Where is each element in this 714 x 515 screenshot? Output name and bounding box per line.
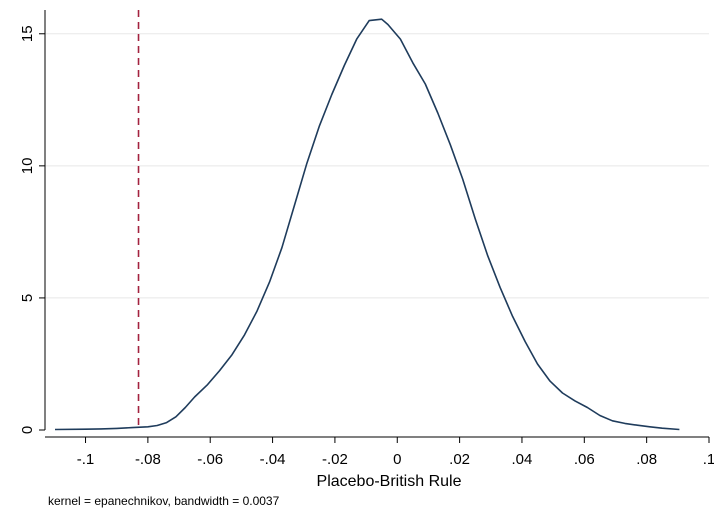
x-axis-title: Placebo-British Rule (317, 473, 462, 490)
x-tick-label: -.06 (197, 451, 223, 468)
y-axis-ticks: 0 5 10 15 (19, 25, 45, 434)
y-tick-label: 15 (19, 25, 36, 42)
kernel-note: kernel = epanechnikov, bandwidth = 0.003… (48, 494, 280, 508)
y-tick-label: 10 (19, 158, 36, 175)
x-tick-label: .04 (512, 451, 533, 468)
y-tick-label: 5 (19, 294, 36, 302)
x-tick-label: .08 (636, 451, 657, 468)
y-tick-label: 0 (19, 426, 36, 434)
x-tick-label: -.04 (260, 451, 286, 468)
x-tick-label: .02 (449, 451, 470, 468)
series-group (54, 18, 680, 431)
x-tick-label: .06 (574, 451, 595, 468)
density-curve (54, 18, 680, 431)
x-tick-label: .1 (703, 451, 714, 468)
grid-lines (45, 33, 709, 299)
x-tick-label: -.1 (77, 451, 95, 468)
x-tick-label: -.02 (322, 451, 348, 468)
x-tick-label: -.08 (135, 451, 161, 468)
x-tick-label: 0 (393, 451, 401, 468)
x-axis-ticks: -.1 -.08 -.06 -.04 -.02 0 .02 .04 .06 .08 .1 (77, 437, 714, 468)
density-plot: 0 5 10 15 -.1 -.08 -.06 -.04 -.02 0 .02 .04 .06 .08.… (19, 10, 714, 490)
